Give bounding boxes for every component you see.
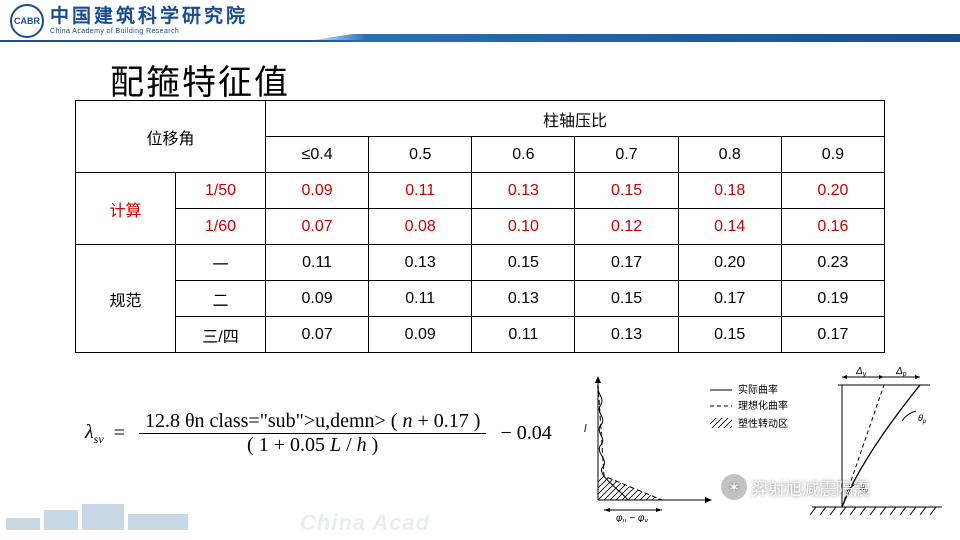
cell: 0.20 <box>781 173 884 209</box>
cell: 0.11 <box>472 317 575 353</box>
formula-eq: = <box>114 422 125 445</box>
cell: 0.15 <box>472 245 575 281</box>
cell: 0.18 <box>678 173 781 209</box>
group-name: 规范 <box>76 245 176 353</box>
cell: 0.14 <box>678 209 781 245</box>
row-label: 二 <box>176 281 266 317</box>
cell: 0.09 <box>266 281 369 317</box>
watermark: ✶ 羿射旭减震隔震 <box>721 474 870 500</box>
org-name-cn: 中国建筑科学研究院 <box>50 7 248 28</box>
col-header: 0.8 <box>678 137 781 173</box>
cell: 0.15 <box>575 281 678 317</box>
wechat-icon: ✶ <box>721 474 747 500</box>
col-header: 0.5 <box>369 137 472 173</box>
cell: 0.19 <box>781 281 884 317</box>
slide-title: 配箍特征值 <box>110 55 290 104</box>
cell: 0.13 <box>472 281 575 317</box>
cell: 0.07 <box>266 317 369 353</box>
header-bar: CABR 中国建筑科学研究院 China Academy of Building… <box>0 0 960 42</box>
cell: 0.11 <box>369 281 472 317</box>
col-group-header: 柱轴压比 <box>266 101 885 137</box>
col-header: 0.6 <box>472 137 575 173</box>
formula-lhs: λ <box>85 421 94 443</box>
col-header: 0.9 <box>781 137 884 173</box>
cell: 0.13 <box>369 245 472 281</box>
formula-denominator: ( 1 + 0.05 L / h ) <box>241 434 384 457</box>
row-label: 1/50 <box>176 173 266 209</box>
cell: 0.17 <box>678 281 781 317</box>
footer-decor: China Acad <box>0 504 560 540</box>
cell: 0.11 <box>369 173 472 209</box>
legend-actual: 实际曲率 <box>738 383 778 396</box>
cell: 0.16 <box>781 209 884 245</box>
logo-circle-icon: CABR <box>10 4 44 38</box>
cell: 0.07 <box>266 209 369 245</box>
group-name: 计算 <box>76 173 176 245</box>
org-name-en: China Academy of Building Research <box>50 28 248 36</box>
cell: 0.09 <box>369 317 472 353</box>
delta-y-label: Δy <box>855 367 867 378</box>
delta-p-label: Δp <box>895 367 907 378</box>
row-label: 1/60 <box>176 209 266 245</box>
cell: 0.13 <box>575 317 678 353</box>
cell: 0.09 <box>266 173 369 209</box>
formula-numerator: 12.8 θn class="sub">u,demn> ( n + 0.17 ) <box>139 410 486 433</box>
cell: 0.17 <box>575 245 678 281</box>
formula-fraction: 12.8 θn class="sub">u,demn> ( n + 0.17 )… <box>139 410 486 457</box>
col-header: 0.7 <box>575 137 678 173</box>
cell: 0.10 <box>472 209 575 245</box>
cell: 0.15 <box>678 317 781 353</box>
formula-lhs-sub: sv <box>94 432 104 446</box>
main-table: 位移角柱轴压比≤0.40.50.60.70.80.9计算1/500.090.11… <box>75 100 885 353</box>
theta-p-label: θp <box>918 413 927 425</box>
cell: 0.08 <box>369 209 472 245</box>
cell: 0.23 <box>781 245 884 281</box>
formula-tail: − 0.04 <box>500 422 551 445</box>
cell: 0.20 <box>678 245 781 281</box>
cell: 0.12 <box>575 209 678 245</box>
org-logo: CABR 中国建筑科学研究院 China Academy of Building… <box>10 4 248 40</box>
cell: 0.15 <box>575 173 678 209</box>
watermark-text: 羿射旭减震隔震 <box>751 475 870 500</box>
legend-plastic: 塑性转动区 <box>738 417 788 430</box>
formula: λsv = 12.8 θn class="sub">u,demn> ( n + … <box>85 410 552 457</box>
cell: 0.11 <box>266 245 369 281</box>
row-label: 三/四 <box>176 317 266 353</box>
row-header: 位移角 <box>76 101 266 173</box>
cell: 0.17 <box>781 317 884 353</box>
diagram1-xlabel: φu − φy <box>616 513 648 522</box>
col-header: ≤0.4 <box>266 137 369 173</box>
diagram1-ylabel: l <box>584 423 587 435</box>
row-label: 一 <box>176 245 266 281</box>
footer-brand: China Acad <box>300 510 430 536</box>
legend-ideal: 理想化曲率 <box>738 399 788 412</box>
cell: 0.13 <box>472 173 575 209</box>
